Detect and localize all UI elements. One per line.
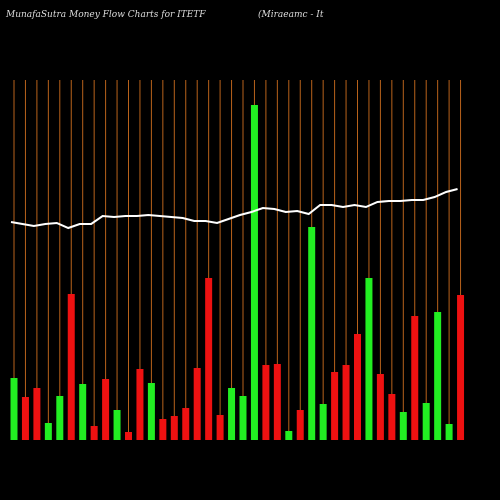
line-series: [10, 188, 458, 230]
bar: [262, 365, 270, 440]
bar: [273, 364, 281, 440]
bar: [250, 105, 258, 440]
bar: [21, 397, 29, 440]
chart-title: MunafaSutra Money Flow Charts for ITETF: [5, 10, 206, 20]
bar: [445, 424, 453, 440]
bar: [342, 365, 350, 440]
bar: [44, 423, 52, 440]
bar: [125, 432, 132, 440]
chart-subtitle: (Miraeamc - It: [258, 9, 324, 20]
bar: [147, 383, 155, 440]
bar: [79, 384, 87, 440]
bar: [228, 388, 236, 440]
bar: [422, 403, 430, 440]
bar: [399, 412, 407, 440]
bar: [205, 278, 213, 440]
bar: [388, 394, 396, 440]
bar: [193, 368, 201, 440]
bar: [365, 278, 373, 440]
bar: [308, 227, 316, 440]
bar: [113, 410, 121, 440]
bar: [354, 334, 361, 440]
bar: [170, 416, 178, 440]
bar: [434, 312, 442, 440]
bar: [102, 379, 110, 440]
bar: [411, 316, 419, 440]
bar: [331, 372, 339, 440]
bar: [10, 378, 18, 440]
bar: [239, 396, 247, 440]
bar: [90, 426, 98, 440]
bar: [376, 374, 384, 440]
bar: [319, 404, 327, 440]
bar: [67, 294, 75, 440]
bar: [457, 295, 465, 440]
bar: [159, 419, 167, 440]
bar: [285, 431, 293, 440]
bar: [33, 388, 41, 440]
bar: [296, 410, 304, 440]
bar: [136, 369, 144, 440]
bar: [182, 408, 190, 440]
bar: [216, 415, 224, 440]
bar: [56, 396, 64, 440]
